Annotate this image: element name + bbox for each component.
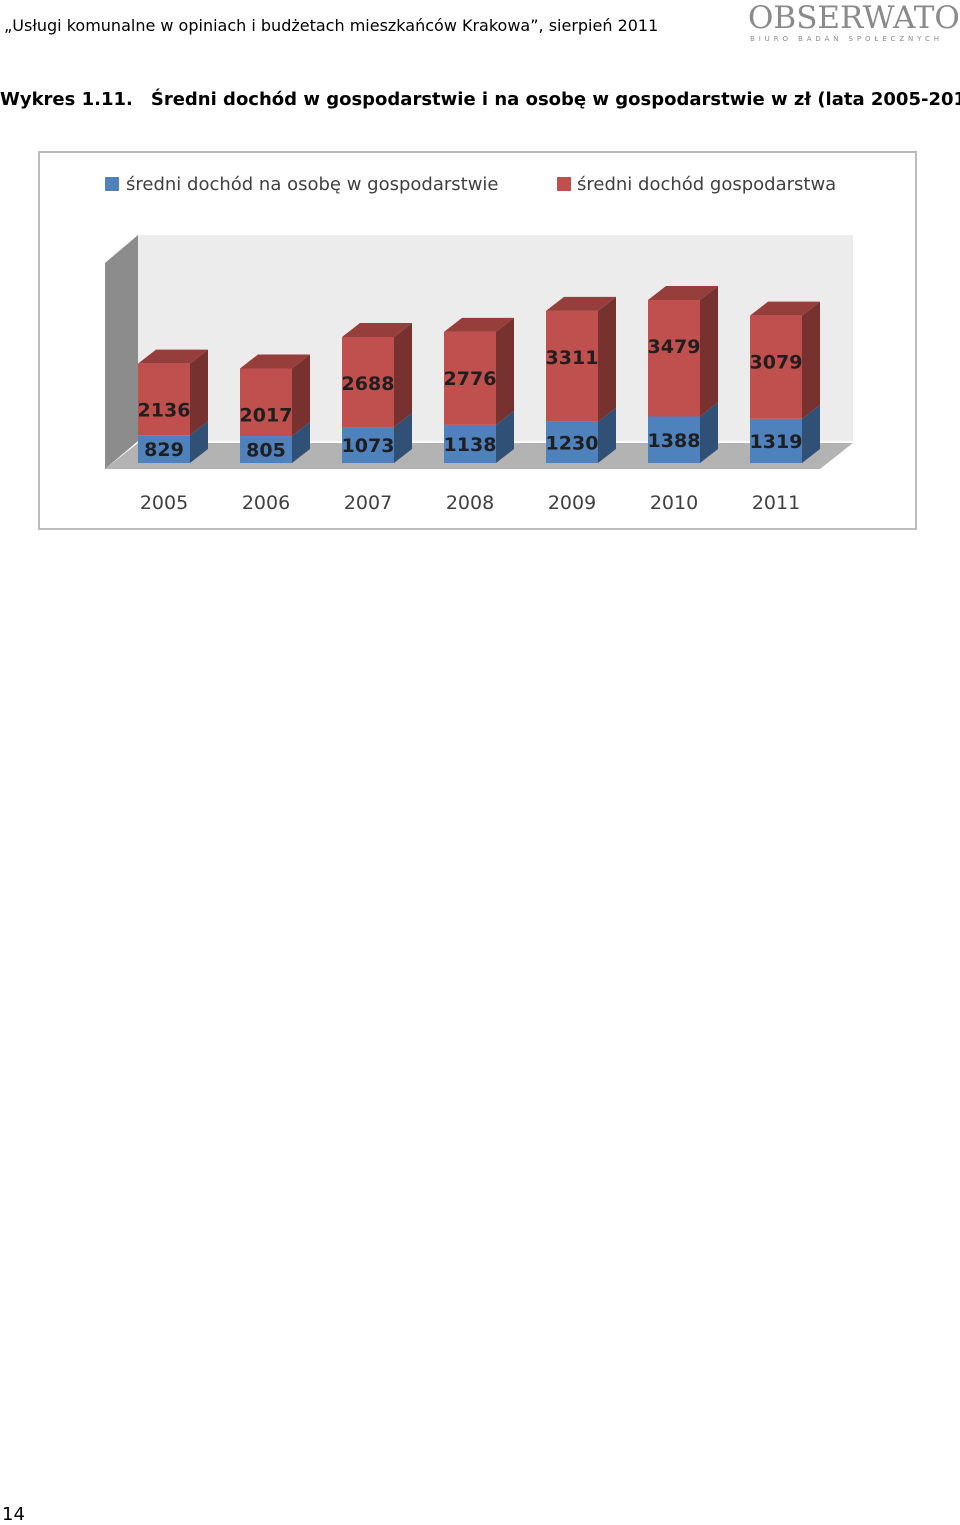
data-label-household-2006: 2017 [240, 404, 293, 426]
data-label-per-person-2009: 1230 [546, 432, 599, 454]
x-tick-label-2010: 2010 [650, 492, 698, 514]
data-label-household-2005: 2136 [138, 400, 191, 422]
x-tick-label-2007: 2007 [344, 492, 392, 514]
bar-household-2007 [342, 337, 394, 428]
chart-svg: 829 2136 2005 805 2017 2006 1073 2688 2007 1138 27… [105, 174, 853, 514]
bar-household-2010 [648, 299, 700, 417]
chart-side-wall [105, 235, 138, 469]
x-tick-label-2006: 2006 [242, 492, 290, 514]
bar-per-person-2005 [138, 435, 190, 463]
bar-household-2008 [444, 331, 496, 425]
data-label-household-2011: 3079 [750, 352, 803, 374]
running-header: „Usługi komunalne w opiniach i budżetach… [4, 16, 659, 35]
data-label-per-person-2011: 1319 [750, 431, 803, 453]
data-label-per-person-2006: 805 [246, 440, 286, 462]
x-tick-label-2011: 2011 [752, 492, 800, 514]
figure-caption: Wykres 1.11. Średni dochód w gospodarstwi… [0, 89, 960, 110]
bar-per-person-side-2007 [394, 413, 412, 463]
data-label-household-2008: 2776 [444, 368, 497, 390]
bar-household-top-2009 [546, 296, 616, 311]
legend-label-household: średni dochód gospodarstwa [577, 174, 836, 195]
data-label-per-person-2010: 1388 [648, 430, 701, 452]
bar-per-person-2009 [546, 421, 598, 463]
logo-text: OBSERWATOR [748, 0, 960, 36]
data-label-per-person-2007: 1073 [342, 435, 395, 457]
bar-household-side-2008 [496, 317, 514, 425]
data-label-household-2010: 3479 [648, 336, 701, 358]
bar-per-person-2007 [342, 427, 394, 463]
bar-per-person-2010 [648, 416, 700, 463]
bar-household-top-2007 [342, 323, 412, 338]
bar-per-person-side-2009 [598, 407, 616, 463]
obserwator-logo: OBSERWATOR BIURO BADAŃ SPOŁECZNYCH [748, 0, 960, 46]
bar-household-top-2006 [240, 354, 310, 369]
bar-household-top-2011 [750, 301, 820, 316]
legend-swatch-household [557, 177, 571, 191]
figure-title: Średni dochód w gospodarstwie i na osobę… [150, 89, 960, 110]
bar-per-person-side-2006 [292, 422, 310, 463]
bar-household-2011 [750, 315, 802, 419]
bar-per-person-side-2005 [190, 421, 208, 463]
bar-household-side-2009 [598, 296, 616, 422]
bar-household-top-2008 [444, 317, 514, 332]
legend-label-per-person: średni dochód na osobę w gospodarstwie [126, 174, 499, 195]
chart-frame: 829 2136 2005 805 2017 2006 1073 2688 2007 1138 27… [38, 151, 917, 530]
bar-household-2005 [138, 363, 190, 436]
bar-household-side-2006 [292, 354, 310, 437]
data-label-household-2009: 3311 [546, 347, 599, 369]
bar-household-2009 [546, 310, 598, 422]
page-number: 14 [2, 1504, 25, 1525]
bar-household-top-2005 [138, 349, 208, 364]
x-tick-label-2005: 2005 [140, 492, 188, 514]
bar-household-side-2005 [190, 349, 208, 436]
data-label-per-person-2005: 829 [144, 439, 184, 461]
x-tick-label-2008: 2008 [446, 492, 494, 514]
bar-per-person-side-2008 [496, 410, 514, 463]
bar-per-person-side-2011 [802, 404, 820, 463]
logo-subtitle: BIURO BADAŃ SPOŁECZNYCH [750, 35, 943, 43]
bar-household-side-2011 [802, 301, 820, 419]
data-label-household-2007: 2688 [342, 373, 395, 395]
bar-household-side-2007 [394, 323, 412, 428]
bar-per-person-2006 [240, 436, 292, 463]
bar-household-2006 [240, 368, 292, 437]
legend-swatch-per-person [105, 177, 119, 191]
data-label-per-person-2008: 1138 [444, 434, 497, 456]
bar-household-top-2010 [648, 285, 718, 300]
figure-number: Wykres 1.11. [0, 89, 133, 110]
bar-per-person-side-2010 [700, 402, 718, 463]
x-tick-label-2009: 2009 [548, 492, 596, 514]
bar-per-person-2008 [444, 424, 496, 463]
bar-per-person-2011 [750, 418, 802, 463]
bar-household-side-2010 [700, 285, 718, 417]
